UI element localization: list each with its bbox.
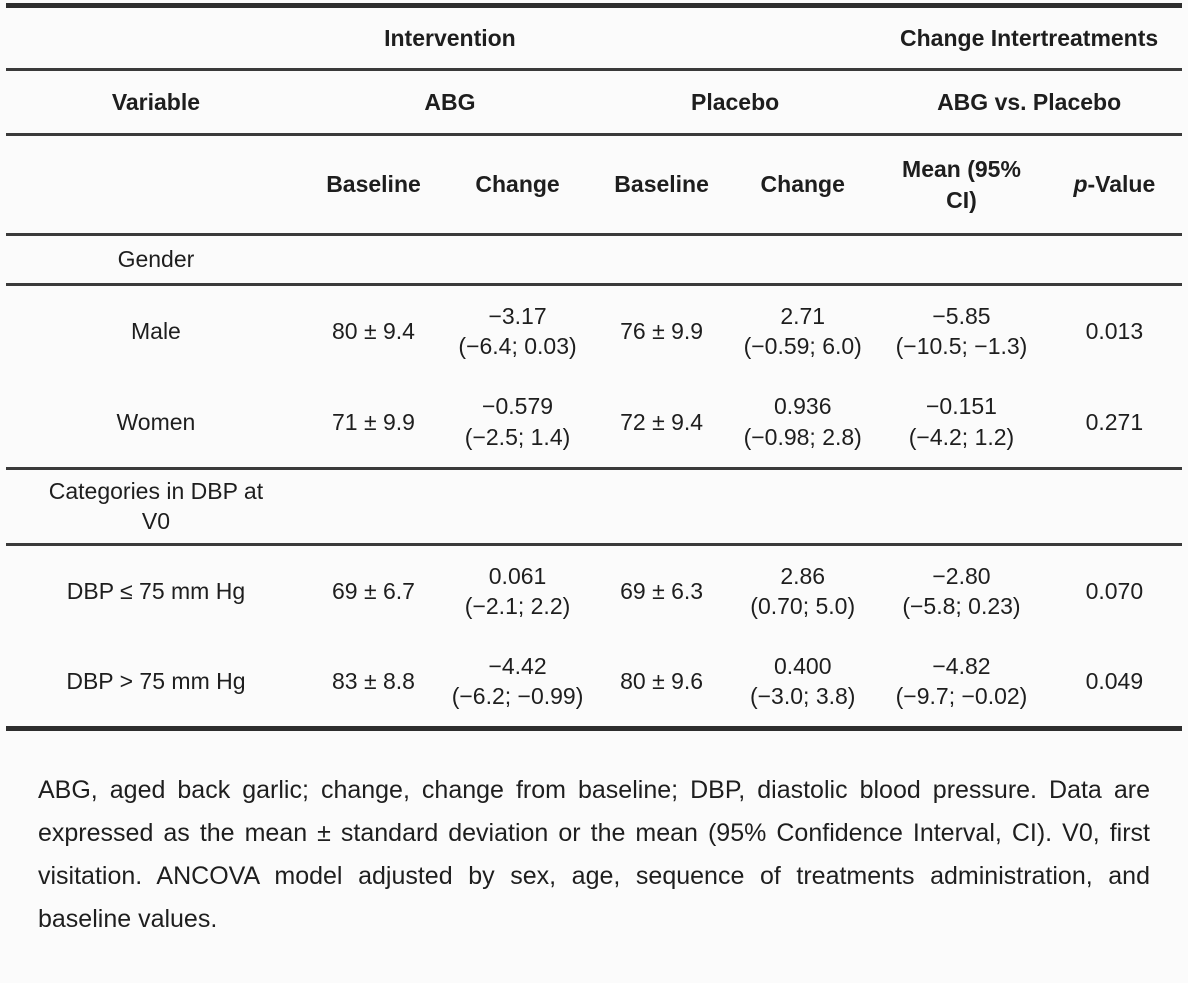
- table-row-male: Male 80 ± 9.4 −3.17 (−6.4; 0.03) 76 ± 9.…: [6, 285, 1182, 377]
- p-value-rest: -Value: [1087, 171, 1156, 198]
- mean-ci: (−4.2; 1.2): [908, 423, 1015, 450]
- cell-placebo-baseline: 76 ± 9.9: [620, 318, 704, 345]
- abg-baseline-header: Baseline: [305, 134, 442, 236]
- change-ci: (−3.0; 3.8): [749, 682, 856, 709]
- p-value-italic-p: p: [1073, 171, 1088, 198]
- empty-cell: [593, 5, 877, 71]
- mean-value: −5.85: [932, 302, 991, 329]
- change-value: 2.71: [780, 302, 826, 329]
- cell-abg-baseline: 69 ± 6.7: [332, 577, 415, 604]
- change-intertreatments-header: Change Intertreatments: [876, 5, 1182, 71]
- change-ci: (−2.1; 2.2): [464, 592, 571, 619]
- mean-ci: (−9.7; −0.02): [895, 682, 1028, 709]
- cell-p-value: 0.271: [1046, 376, 1182, 470]
- cell-mean-ci: −0.151 (−4.2; 1.2): [876, 376, 1047, 470]
- subheader-row: Baseline Change Baseline Change Mean (95…: [6, 134, 1182, 236]
- change-value: −3.17: [488, 302, 547, 329]
- cell-p-value: 0.049: [1085, 667, 1144, 694]
- placebo-group-header: Placebo: [593, 69, 877, 136]
- cell-placebo-change: 2.86 (0.70; 5.0): [729, 544, 876, 636]
- cell-placebo-change: 0.400 (−3.0; 3.8): [729, 636, 876, 728]
- section-label-text: Categories in DBP at V0: [48, 478, 264, 535]
- table-footnote: ABG, aged back garlic; change, change fr…: [38, 775, 1150, 933]
- mean-value: −0.151: [925, 393, 997, 420]
- group-row: Variable ABG Placebo ABG vs. Placebo: [6, 69, 1182, 136]
- cell-variable: Male: [131, 318, 181, 345]
- empty-cell: [6, 134, 306, 236]
- cell-abg-baseline: 83 ± 8.8: [332, 667, 415, 694]
- mean-ci-header: Mean (95% CI): [876, 134, 1047, 236]
- cell-placebo-change: 0.936 (−0.98; 2.8): [729, 376, 877, 470]
- title-row: Intervention Change Intertreatments: [6, 5, 1182, 71]
- cell-abg-baseline: 80 ± 9.4: [332, 318, 415, 345]
- intervention-group-header: Intervention: [305, 5, 594, 71]
- cell-p-value: 0.070: [1085, 577, 1144, 604]
- section-label: Categories in DBP at V0: [6, 468, 306, 546]
- change-value: 0.936: [773, 393, 832, 420]
- mean-value: −4.82: [932, 652, 991, 679]
- change-value: 0.400: [773, 652, 832, 679]
- change-value: 0.061: [488, 562, 547, 589]
- cell-placebo-change: 2.71 (−0.59; 6.0): [729, 285, 876, 377]
- cell-abg-change: −4.42 (−6.2; −0.99): [441, 636, 594, 728]
- table-row-women: Women 71 ± 9.9 −0.579 (−2.5; 1.4) 72 ± 9…: [6, 376, 1182, 470]
- cell-variable: DBP ≤ 75 mm Hg: [66, 577, 246, 604]
- change-ci: (−6.4; 0.03): [458, 333, 577, 360]
- cell-placebo-baseline: 80 ± 9.6: [620, 667, 704, 694]
- section-label: Gender: [6, 234, 306, 286]
- section-row-gender: Gender: [6, 234, 1182, 286]
- change-value: −0.579: [482, 393, 554, 420]
- cell-variable: DBP > 75 mm Hg: [66, 667, 246, 694]
- mean-ci: (−10.5; −1.3): [895, 333, 1028, 360]
- placebo-baseline-header: Baseline: [593, 134, 730, 236]
- change-ci: (−6.2; −0.99): [451, 682, 584, 709]
- abg-change-header: Change: [441, 134, 594, 236]
- empty-cell: [6, 5, 306, 71]
- results-table: Intervention Change Intertreatments Vari…: [6, 3, 1182, 731]
- change-ci: (−2.5; 1.4): [464, 423, 571, 450]
- change-ci: (0.70; 5.0): [750, 592, 856, 619]
- cell-placebo-baseline: 69 ± 6.3: [620, 577, 704, 604]
- abg-group-header: ABG: [305, 69, 594, 136]
- cell-mean-ci: −2.80 (−5.8; 0.23): [876, 544, 1047, 636]
- cell-mean-ci: −5.85 (−10.5; −1.3): [876, 285, 1047, 377]
- cell-mean-ci: −4.82 (−9.7; −0.02): [876, 636, 1047, 728]
- section-row-dbp-categories: Categories in DBP at V0: [6, 468, 1182, 546]
- cell-abg-change: −0.579 (−2.5; 1.4): [441, 376, 594, 470]
- mean-value: −2.80: [932, 562, 991, 589]
- mean-ci: (−5.8; 0.23): [902, 592, 1021, 619]
- cell-abg-baseline: 71 ± 9.9: [305, 376, 442, 470]
- abg-vs-placebo-header: ABG vs. Placebo: [876, 69, 1182, 136]
- change-ci: (−0.98; 2.8): [743, 423, 862, 450]
- table-row-dbp-le-75: DBP ≤ 75 mm Hg 69 ± 6.7 0.061 (−2.1; 2.2…: [6, 544, 1182, 636]
- cell-abg-change: −3.17 (−6.4; 0.03): [441, 285, 594, 377]
- p-value-header: p-Value: [1046, 134, 1182, 236]
- change-value: 2.86: [780, 562, 826, 589]
- cell-placebo-baseline: 72 ± 9.4: [593, 376, 730, 470]
- change-ci: (−0.59; 6.0): [743, 333, 862, 360]
- cell-variable: Women: [6, 376, 306, 470]
- mean-ci-header-text: Mean (95% CI): [902, 156, 1021, 213]
- change-value: −4.42: [488, 652, 547, 679]
- placebo-change-header: Change: [729, 134, 877, 236]
- cell-abg-change: 0.061 (−2.1; 2.2): [441, 544, 594, 636]
- table-row-dbp-gt-75: DBP > 75 mm Hg 83 ± 8.8 −4.42 (−6.2; −0.…: [6, 636, 1182, 728]
- cell-p-value: 0.013: [1085, 318, 1144, 345]
- variable-header: Variable: [6, 69, 306, 136]
